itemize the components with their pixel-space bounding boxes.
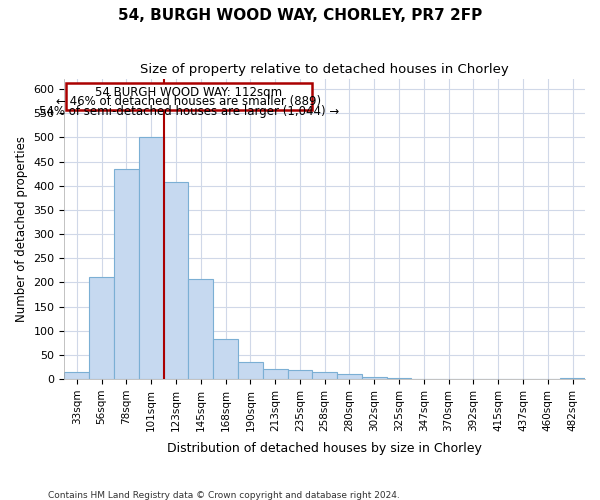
X-axis label: Distribution of detached houses by size in Chorley: Distribution of detached houses by size … (167, 442, 482, 455)
Bar (64, 372, 89, 379)
Text: 54, BURGH WOOD WAY, CHORLEY, PR7 2FP: 54, BURGH WOOD WAY, CHORLEY, PR7 2FP (118, 8, 482, 22)
Bar (164, 182, 188, 379)
Bar (560, 378, 585, 379)
Bar (65, 83, 313, 110)
Title: Size of property relative to detached houses in Chorley: Size of property relative to detached ho… (140, 62, 509, 76)
Bar (337, 374, 362, 379)
Bar (89, 276, 114, 379)
Bar (362, 376, 386, 379)
Bar (114, 169, 139, 379)
Text: ← 46% of detached houses are smaller (889): ← 46% of detached houses are smaller (88… (56, 96, 322, 108)
Text: Contains HM Land Registry data © Crown copyright and database right 2024.: Contains HM Land Registry data © Crown c… (48, 490, 400, 500)
Bar (238, 362, 263, 379)
Bar (263, 370, 287, 379)
Y-axis label: Number of detached properties: Number of detached properties (15, 136, 28, 322)
Text: 54 BURGH WOOD WAY: 112sqm: 54 BURGH WOOD WAY: 112sqm (95, 86, 283, 99)
Bar (386, 378, 412, 379)
Bar (188, 279, 213, 379)
Bar (213, 340, 238, 379)
Bar (313, 372, 337, 379)
Text: 54% of semi-detached houses are larger (1,044) →: 54% of semi-detached houses are larger (… (39, 104, 339, 118)
Bar (139, 138, 164, 379)
Bar (287, 370, 313, 379)
